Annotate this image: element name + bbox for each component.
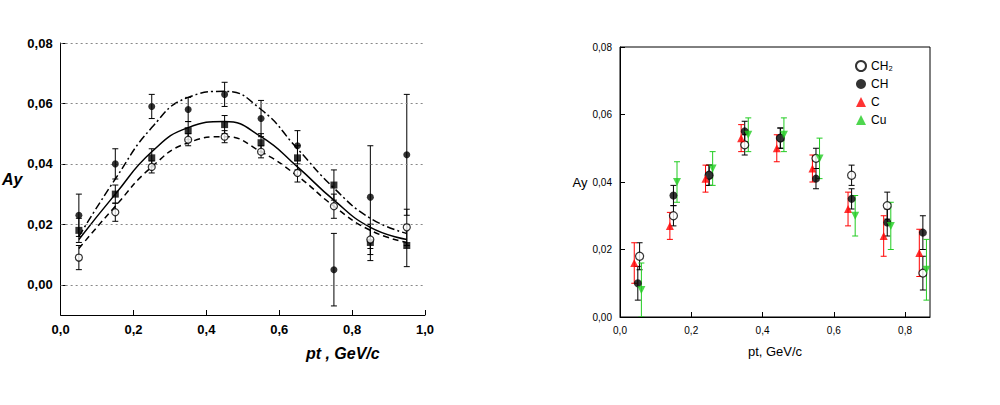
svg-text:0,0: 0,0 — [613, 325, 627, 336]
svg-text:0,6: 0,6 — [270, 322, 288, 337]
svg-text:CH₂: CH₂ — [871, 59, 893, 73]
svg-text:Ay: Ay — [573, 175, 588, 190]
svg-text:0,4: 0,4 — [756, 325, 770, 336]
svg-text:0,8: 0,8 — [898, 325, 912, 336]
svg-text:0,04: 0,04 — [593, 177, 613, 188]
svg-text:0,06: 0,06 — [593, 109, 613, 120]
svg-text:0,00: 0,00 — [27, 277, 52, 292]
svg-text:pt, GeV/c: pt, GeV/c — [748, 344, 803, 359]
svg-text:0,2: 0,2 — [124, 322, 142, 337]
svg-text:CH: CH — [871, 77, 888, 91]
svg-text:0,2: 0,2 — [684, 325, 698, 336]
svg-text:0,6: 0,6 — [827, 325, 841, 336]
svg-text:0,02: 0,02 — [593, 244, 613, 255]
svg-text:pt , GeV/c: pt , GeV/c — [305, 345, 380, 362]
svg-text:0,08: 0,08 — [27, 36, 52, 51]
svg-text:0,04: 0,04 — [27, 156, 53, 171]
svg-text:0,08: 0,08 — [593, 42, 613, 53]
svg-text:1,0: 1,0 — [416, 322, 434, 337]
svg-text:C: C — [871, 95, 880, 109]
svg-text:0,0: 0,0 — [52, 322, 70, 337]
svg-text:0,4: 0,4 — [197, 322, 216, 337]
svg-text:0,8: 0,8 — [343, 322, 361, 337]
svg-text:0,00: 0,00 — [593, 312, 613, 323]
svg-text:0,06: 0,06 — [27, 96, 52, 111]
svg-text:Ay: Ay — [1, 171, 24, 188]
svg-text:0,02: 0,02 — [27, 217, 52, 232]
svg-text:Cu: Cu — [871, 113, 886, 127]
